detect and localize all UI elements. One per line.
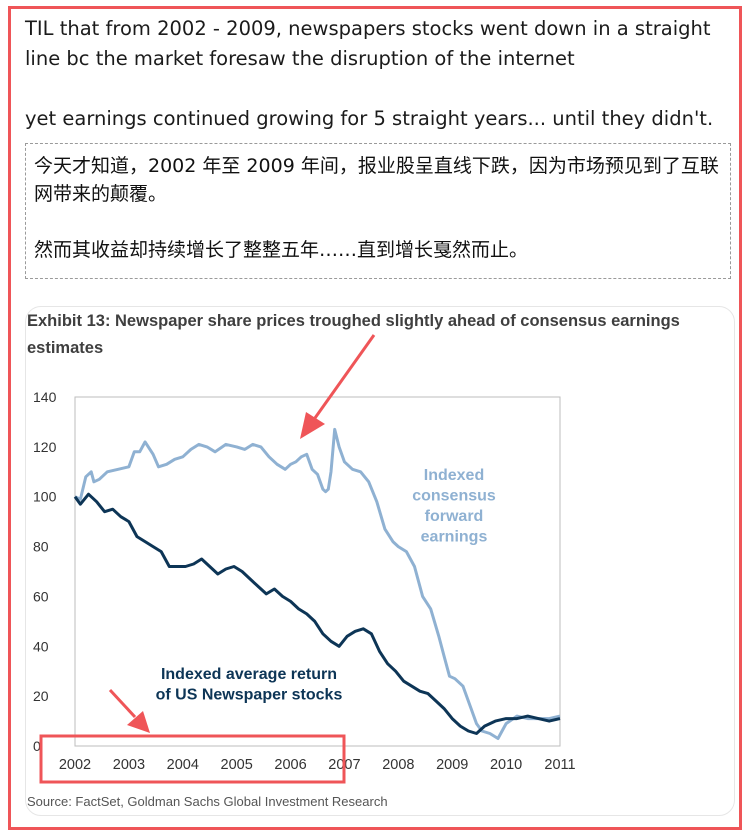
x-axis-ticks: 2002 2003 2004 2005 2006 2007 2008 2009 2010 2011 <box>59 757 576 773</box>
post-text: TIL that from 2002 - 2009, newspapers st… <box>25 14 730 134</box>
chart-source: Source: FactSet, Goldman Sachs Global In… <box>27 794 388 809</box>
y-tick-label: 140 <box>33 389 57 405</box>
arrow-to-earnings-peak <box>313 334 376 419</box>
x-tick-label: 2010 <box>490 757 522 773</box>
y-tick-label: 80 <box>33 539 49 555</box>
post-line-1: TIL that from 2002 - 2009, newspapers st… <box>25 17 711 70</box>
earnings-label-line: consensus <box>412 488 496 505</box>
translation-line-1: 今天才知道，2002 年至 2009 年间，报业股呈直线下跌，因为市场预见到了互… <box>34 155 719 205</box>
returns-label-line: of US Newspaper stocks <box>156 687 343 704</box>
earnings-label-line: Indexed <box>424 467 484 484</box>
series-line-returns <box>73 492 561 735</box>
arrow-to-year-range <box>108 688 137 719</box>
earnings-label-line: forward <box>425 508 484 525</box>
y-tick-label: 60 <box>33 588 49 604</box>
x-tick-label: 2011 <box>544 757 575 773</box>
translation-box: 今天才知道，2002 年至 2009 年间，报业股呈直线下跌，因为市场预见到了互… <box>25 143 731 279</box>
returns-label-line: Indexed average return <box>161 666 337 683</box>
x-tick-label: 2003 <box>113 757 145 773</box>
chart-image-card[interactable] <box>25 306 735 816</box>
chart-title-line-2: estimates <box>27 339 103 357</box>
translation-line-2: 然而其收益却持续增长了整整五年……直到增长戛然而止。 <box>34 239 529 261</box>
earnings-label-line: earnings <box>421 529 488 546</box>
highlight-frame <box>8 6 742 830</box>
chart-title-line-1: Exhibit 13: Newspaper share prices troug… <box>27 312 680 330</box>
x-tick-label: 2009 <box>436 757 468 773</box>
x-tick-label: 2002 <box>59 757 91 773</box>
series-label-returns: Indexed average return of US Newspaper st… <box>156 666 343 704</box>
y-tick-label: 100 <box>33 489 57 505</box>
x-tick-label: 2005 <box>221 757 253 773</box>
y-tick-label: 120 <box>33 439 57 455</box>
y-axis-ticks: 0 20 40 60 80 100 120 140 <box>33 389 57 754</box>
year-range-highlight-box <box>39 734 346 784</box>
x-tick-label: 2004 <box>167 757 199 773</box>
series-label-earnings: Indexed consensus forward earnings <box>412 467 496 546</box>
arrowhead-icon <box>127 711 150 733</box>
x-tick-label: 2008 <box>382 757 414 773</box>
arrowhead-icon <box>300 412 325 439</box>
y-tick-label: 20 <box>33 688 49 704</box>
annotations <box>39 334 376 784</box>
y-tick-label: 0 <box>33 738 41 754</box>
plot-area-frame <box>74 396 561 747</box>
x-tick-label: 2006 <box>274 757 306 773</box>
series-line-earnings <box>74 427 561 740</box>
y-tick-label: 40 <box>33 638 49 654</box>
post-line-2: yet earnings continued growing for 5 str… <box>25 107 714 130</box>
